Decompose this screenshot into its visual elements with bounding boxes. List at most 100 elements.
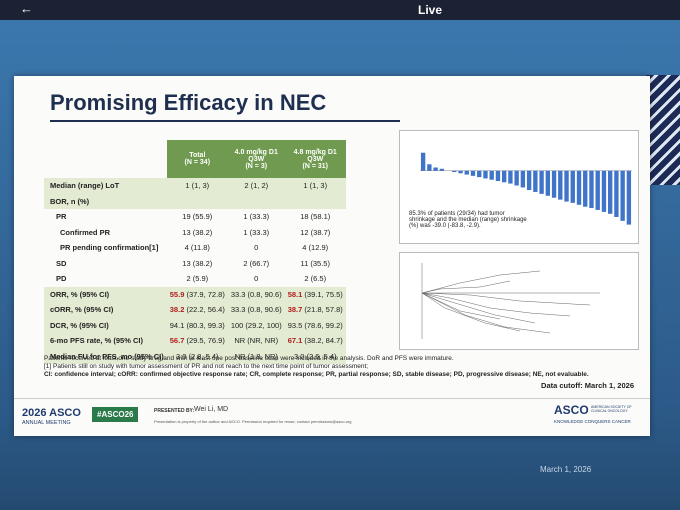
screen-date: March 1, 2026 <box>540 465 592 474</box>
table-cell: 2 (6.5) <box>304 274 327 284</box>
cell-text: (38.2, 84.7) <box>304 336 343 346</box>
table-row: Confirmed PR 13 (38.2) 1 (33.3) 12 (38.7) <box>44 225 346 241</box>
table-row: BOR, n (%) <box>44 193 346 209</box>
table-cell: SD <box>56 258 67 268</box>
waterfall-bar <box>583 170 588 207</box>
table-cell: 2 (1, 2) <box>227 178 285 194</box>
table-cell: 58.1 (39.1, 75.5) <box>284 286 346 302</box>
waterfall-bar <box>520 170 526 188</box>
highlight-value: 38.2 <box>169 305 185 315</box>
header-cell: 4.8 mg/kg D1 Q3W (N = 31) <box>284 140 346 178</box>
table-cell: cORR, % (95% CI) <box>44 302 167 318</box>
table-row: 6-mo PFS rate, % (95% CI) 56.7 (29.5, 76.… <box>44 333 346 349</box>
table-cell: 1 (1, 3) <box>166 178 228 194</box>
waterfall-bar <box>607 170 613 214</box>
table-row: PR 19 (55.9) 1 (33.3) 18 (58.1) <box>44 209 346 225</box>
highlight-value: 55.9 <box>169 289 185 299</box>
waterfall-bar <box>470 170 476 176</box>
cell-text: (37.9, 72.8) <box>186 289 225 299</box>
table-row: cORR, % (95% CI) 38.2 (22.2, 56.4) 33.3 (0… <box>44 302 346 318</box>
waterfall-bar <box>589 170 594 208</box>
highlight-value: 58.1 <box>287 289 303 299</box>
table-cell: 56.7 (29.5, 76.9) <box>166 333 228 349</box>
top-bar: ← Live <box>0 0 680 20</box>
table-cell: Confirmed PR <box>60 227 111 237</box>
efficacy-table: Total (N = 34) 4.0 mg/kg D1 Q3W (N = 3) 4.… <box>44 140 346 364</box>
table-cell: NR (1.8, NR) <box>227 348 285 364</box>
asco-logo: ASCO <box>554 403 589 417</box>
waterfall-bar <box>558 170 563 200</box>
table-cell: 0 <box>254 274 259 284</box>
waterfall-bar <box>564 170 569 202</box>
table-row: PR pending confirmation[1] 4 (11.8) 0 4 (12… <box>44 240 346 256</box>
table-cell: 4 (12.9) <box>302 243 329 253</box>
back-arrow[interactable]: ← <box>20 1 33 16</box>
table-cell: BOR, n (%) <box>44 193 167 209</box>
waterfall-bar <box>570 170 575 203</box>
table-cell: 38.2 (22.2, 56.4) <box>166 302 228 318</box>
table-cell: 3.0 (2.6, 5.4) <box>284 348 346 364</box>
table-row: Median FU for PFS, mo (95% CI) 3.0 (2.8, … <box>44 348 346 364</box>
table-cell: 94.1 (80.3, 99.3) <box>166 317 228 333</box>
waterfall-bar <box>626 170 632 225</box>
table-cell: DCR, % (95% CI) <box>44 317 167 333</box>
waterfall-bar <box>595 170 600 210</box>
presented-by: PRESENTED BY: <box>154 408 195 414</box>
footnote: [1] Patients still on study with tumor a… <box>44 363 369 370</box>
table-row: Median (range) LoT 1 (1, 3) 2 (1, 2) 1 (1, … <box>44 178 346 194</box>
table-cell: Median (range) LoT <box>44 178 167 194</box>
cell-text: (22.2, 56.4) <box>186 305 225 315</box>
spider-plot <box>421 263 600 339</box>
highlight-value: 38.7 <box>287 305 303 315</box>
highlight-value: 56.7 <box>169 336 185 346</box>
meeting-name: ANNUAL MEETING <box>22 420 71 426</box>
header-cell <box>44 140 167 178</box>
table-cell: 1 (33.3) <box>243 212 270 222</box>
table-cell: 6-mo PFS rate, % (95% CI) <box>44 333 167 349</box>
table-cell: 38.7 (21.8, 57.8) <box>284 302 346 318</box>
table-cell: 0 <box>254 243 259 253</box>
table-row: DCR, % (95% CI) 94.1 (80.3, 99.3) 100 (29.… <box>44 317 346 333</box>
footer: 2026 ASCO ANNUAL MEETING #ASCO26 PRESENT… <box>14 398 650 437</box>
waterfall-bar <box>533 170 538 192</box>
waterfall-chart <box>420 152 632 225</box>
data-cutoff: Data cutoff: March 1, 2026 <box>541 381 634 390</box>
table-cell <box>166 193 228 209</box>
waterfall-panel <box>399 130 639 244</box>
table-row: SD 13 (38.2) 2 (66.7) 11 (35.5) <box>44 256 346 272</box>
waterfall-bar <box>508 170 513 184</box>
table-cell: 93.5 (78.6, 99.2) <box>284 317 346 333</box>
waterfall-bar <box>501 170 507 183</box>
meeting-year: 2026 ASCO <box>22 407 81 419</box>
highlight-value: 67.1 <box>287 336 303 346</box>
table-cell: 19 (55.9) <box>182 212 213 222</box>
table-cell: 33.3 (0.8, 90.6) <box>227 286 285 302</box>
table-cell: 3.0 (2.8, 5.4) <box>166 348 228 364</box>
table-cell: 2 (5.9) <box>186 274 209 284</box>
waterfall-bar <box>489 170 494 180</box>
table-row: ORR, % (95% CI) 55.9 (37.9, 72.8) 33.3 (0.… <box>44 286 346 302</box>
header-cell: 4.0 mg/kg D1 Q3W (N = 3) <box>227 140 285 178</box>
permission: Presentation is property of the author a… <box>154 419 352 424</box>
waterfall-bar <box>439 168 445 171</box>
table-cell: 18 (58.1) <box>300 212 331 222</box>
hashtag: #ASCO26 <box>92 407 139 422</box>
footnotes: Patients received at least one study dru… <box>44 355 634 390</box>
table-cell: NR (NR, NR) <box>227 333 285 349</box>
table-cell: 2 (66.7) <box>243 258 270 268</box>
cell-text: (29.5, 76.9) <box>186 336 225 346</box>
waterfall-bar <box>477 170 482 178</box>
table-cell: 4 (11.8) <box>184 243 210 253</box>
table-cell: 13 (38.2) <box>182 227 213 237</box>
waterfall-bar <box>526 170 532 190</box>
header-cell: Total (N = 34) <box>166 140 228 178</box>
table-cell: 11 (35.5) <box>300 258 330 268</box>
stripe-decoration <box>646 75 680 185</box>
table-cell: Median FU for PFS, mo (95% CI) <box>44 348 167 364</box>
waterfall-bar <box>614 170 619 217</box>
waterfall-bar <box>551 170 557 198</box>
waterfall-bar <box>495 170 501 181</box>
footnote: Patients received at least one study dru… <box>44 355 454 362</box>
live-label: Live <box>418 3 443 17</box>
